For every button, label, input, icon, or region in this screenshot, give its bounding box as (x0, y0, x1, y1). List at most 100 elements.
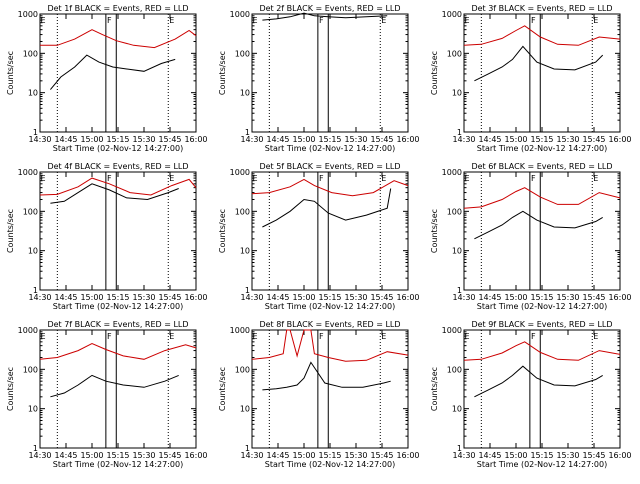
y-tick-label: 10 (240, 247, 250, 256)
x-tick-label: 15:30 (556, 135, 579, 144)
x-tick-label: 15:45 (158, 451, 181, 460)
x-tick-label: 15:00 (504, 293, 527, 302)
y-tick-label: 1 (457, 128, 462, 137)
x-tick-label: 15:15 (106, 293, 129, 302)
marker-label-start: E (464, 16, 469, 25)
x-tick-label: 14:45 (54, 451, 77, 460)
x-tick-label: 15:45 (158, 293, 181, 302)
marker-label-f: F (531, 174, 536, 183)
y-tick-label: 100 (447, 49, 462, 58)
marker-label-f: F (531, 332, 536, 341)
series-lld-line (251, 329, 409, 362)
x-axis-label: Start Time (02-Nov-12 14:27:00) (477, 460, 607, 469)
x-axis-label: Start Time (02-Nov-12 14:27:00) (53, 460, 183, 469)
y-axis-label: Counts/sec (430, 367, 439, 411)
x-tick-label: 16:00 (396, 135, 419, 144)
series-lld-line (39, 343, 197, 360)
y-tick-label: 100 (23, 365, 38, 374)
x-tick-label: 15:15 (318, 293, 341, 302)
y-tick-label: 1000 (18, 10, 38, 19)
x-axis-label: Start Time (02-Nov-12 14:27:00) (477, 144, 607, 153)
y-tick-label: 10 (28, 405, 38, 414)
y-tick-label: 1 (33, 286, 38, 295)
y-tick-label: 100 (235, 365, 250, 374)
panel-5: Det 5f BLACK = Events, RED = LLD 1 10 100 10… (218, 162, 420, 311)
series-events-line (262, 12, 388, 21)
x-tick-label: 16:00 (608, 135, 631, 144)
y-tick-label: 1000 (442, 326, 462, 335)
y-tick-label: 1 (457, 286, 462, 295)
series-events-line (50, 183, 179, 204)
series-events-line (50, 54, 176, 90)
marker-label-start: E (252, 332, 257, 341)
marker-label-e: E (593, 174, 598, 183)
panel-title: Det 5f BLACK = Events, RED = LLD (259, 162, 400, 171)
x-tick-label: 15:30 (132, 135, 155, 144)
y-tick-label: 1 (245, 286, 250, 295)
x-tick-label: 15:00 (80, 451, 103, 460)
panel-title: Det 7f BLACK = Events, RED = LLD (47, 320, 188, 329)
x-tick-label: 16:00 (608, 293, 631, 302)
x-tick-label: 15:00 (504, 451, 527, 460)
y-tick-label: 1 (245, 444, 250, 453)
y-tick-label: 100 (23, 49, 38, 58)
y-tick-label: 10 (452, 89, 462, 98)
y-axis-label: Counts/sec (6, 51, 15, 95)
y-tick-label: 10 (28, 247, 38, 256)
y-tick-label: 100 (23, 207, 38, 216)
panel-4: Det 4f BLACK = Events, RED = LLD 1 10 100 10… (6, 162, 208, 311)
y-tick-label: 1000 (442, 168, 462, 177)
y-axis-label: Counts/sec (6, 367, 15, 411)
x-tick-label: 16:00 (184, 293, 207, 302)
series-lld-line (463, 187, 621, 209)
marker-label-start: E (252, 16, 257, 25)
series-lld-line (463, 25, 621, 46)
marker-label-f: F (319, 174, 324, 183)
y-tick-label: 10 (240, 405, 250, 414)
x-tick-label: 15:45 (582, 451, 605, 460)
x-tick-label: 14:45 (478, 451, 501, 460)
y-tick-label: 1 (245, 128, 250, 137)
marker-label-e: E (381, 174, 386, 183)
y-tick-label: 1000 (230, 326, 250, 335)
y-tick-label: 100 (235, 49, 250, 58)
plot-frame (463, 329, 621, 449)
y-axis-label: Counts/sec (218, 367, 227, 411)
series-events-line (474, 210, 603, 240)
series-lld-line (39, 177, 197, 196)
y-tick-label: 100 (447, 365, 462, 374)
panel-3: Det 3f BLACK = Events, RED = LLD 1 10 100 10… (430, 4, 632, 153)
panel-9: Det 9f BLACK = Events, RED = LLD 1 10 100 10… (430, 320, 632, 469)
x-tick-label: 15:45 (582, 293, 605, 302)
plot-frame (463, 171, 621, 291)
marker-label-start: E (40, 174, 45, 183)
series-lld-line (40, 29, 197, 49)
x-tick-label: 15:15 (106, 451, 129, 460)
x-tick-label: 14:30 (452, 451, 475, 460)
y-axis-label: Counts/sec (218, 209, 227, 253)
series-events-line (262, 361, 391, 391)
x-tick-label: 16:00 (396, 293, 419, 302)
x-tick-label: 14:30 (240, 135, 263, 144)
panel-7: Det 7f BLACK = Events, RED = LLD 1 10 100 10… (6, 320, 208, 469)
y-tick-label: 1000 (18, 168, 38, 177)
plot-frame (39, 13, 197, 133)
marker-label-e: E (381, 332, 386, 341)
marker-label-e: E (381, 16, 386, 25)
x-tick-label: 15:30 (344, 293, 367, 302)
y-tick-label: 1000 (230, 168, 250, 177)
x-tick-label: 15:45 (370, 135, 393, 144)
y-tick-label: 10 (28, 89, 38, 98)
series-lld-line (251, 178, 409, 197)
plot-frame (39, 171, 197, 291)
x-axis-label: Start Time (02-Nov-12 14:27:00) (265, 144, 395, 153)
panel-title: Det 6f BLACK = Events, RED = LLD (471, 162, 612, 171)
x-tick-label: 15:30 (344, 451, 367, 460)
panel-title: Det 4f BLACK = Events, RED = LLD (47, 162, 188, 171)
x-tick-label: 16:00 (184, 451, 207, 460)
y-axis-label: Counts/sec (6, 209, 15, 253)
x-tick-label: 15:00 (292, 451, 315, 460)
panel-title: Det 2f BLACK = Events, RED = LLD (259, 4, 400, 13)
series-events-line (262, 188, 392, 228)
